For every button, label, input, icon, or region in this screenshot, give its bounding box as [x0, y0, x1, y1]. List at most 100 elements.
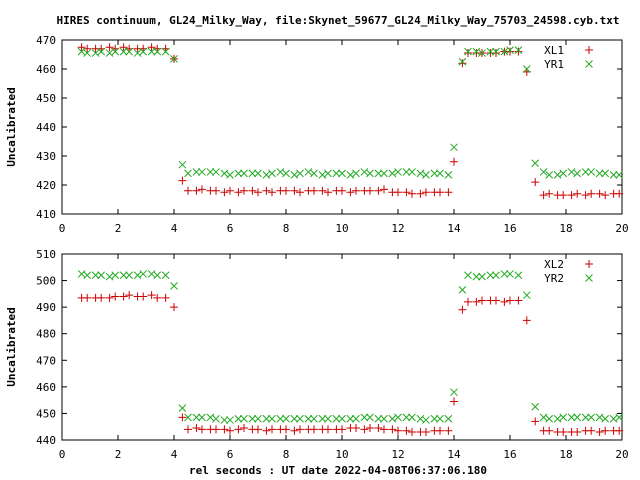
data-point — [573, 189, 582, 198]
data-point — [492, 47, 500, 56]
data-point — [83, 271, 92, 280]
data-point — [430, 414, 439, 423]
data-point — [450, 157, 458, 166]
x-tick-label: 16 — [503, 222, 516, 235]
chart-title: HIRES continuum, GL24_Milky_Way, file:Sk… — [57, 14, 620, 27]
data-point — [338, 425, 346, 434]
data-point — [226, 416, 234, 424]
data-point — [161, 293, 170, 302]
data-point — [147, 43, 156, 52]
x-tick-label: 0 — [59, 222, 66, 235]
y-tick-label: 440 — [36, 434, 56, 447]
data-point — [522, 291, 531, 300]
data-point — [97, 47, 106, 56]
data-point — [111, 271, 120, 280]
data-point — [545, 426, 554, 435]
y-tick-label: 440 — [36, 121, 56, 134]
data-point — [290, 426, 299, 435]
legend-label: YR1 — [544, 58, 564, 71]
data-point — [262, 426, 271, 435]
series-XL2 — [77, 291, 624, 437]
data-point — [615, 170, 624, 179]
data-point — [380, 425, 388, 434]
data-point — [97, 271, 106, 280]
x-tick-label: 14 — [447, 448, 461, 461]
data-point — [374, 186, 383, 195]
data-point — [268, 425, 276, 434]
x-tick-label: 8 — [283, 448, 290, 461]
data-point — [198, 168, 206, 176]
data-point — [380, 414, 388, 423]
x-tick-label: 0 — [59, 448, 66, 461]
data-point — [105, 43, 114, 52]
data-point — [436, 426, 444, 435]
data-point — [595, 169, 604, 178]
data-point — [240, 414, 248, 423]
data-point — [83, 49, 92, 57]
data-point — [119, 271, 128, 280]
data-point — [178, 176, 187, 185]
data-point — [119, 292, 128, 301]
data-point — [416, 169, 425, 178]
x-tick-label: 20 — [615, 222, 628, 235]
data-point — [147, 47, 156, 56]
data-point — [352, 414, 360, 423]
data-point — [184, 413, 192, 422]
data-point — [581, 191, 590, 200]
data-point — [514, 47, 523, 56]
data-point — [192, 424, 201, 433]
x-tick-label: 2 — [115, 222, 122, 235]
data-point — [318, 414, 327, 423]
data-point — [352, 169, 360, 178]
data-point — [458, 286, 467, 294]
data-point — [290, 186, 299, 195]
data-point — [276, 414, 285, 423]
data-point — [458, 57, 467, 66]
data-point — [573, 428, 582, 437]
data-point — [91, 49, 100, 57]
data-point — [601, 169, 610, 178]
data-point — [478, 49, 486, 57]
data-point — [402, 413, 411, 422]
data-point — [545, 189, 554, 198]
y-tick-label: 500 — [36, 275, 56, 288]
data-point — [388, 169, 397, 178]
data-point — [472, 297, 481, 306]
data-point — [486, 271, 495, 280]
data-point — [595, 428, 604, 437]
data-point — [360, 413, 369, 422]
data-point — [402, 188, 411, 197]
data-point — [506, 47, 514, 56]
data-point — [478, 272, 486, 281]
data-point — [220, 188, 229, 197]
data-point — [553, 170, 562, 179]
data-point — [105, 293, 114, 302]
data-point — [581, 168, 590, 176]
data-point — [220, 169, 229, 178]
data-point — [139, 292, 148, 301]
data-point — [436, 188, 444, 197]
data-point — [184, 425, 192, 434]
data-point — [436, 169, 444, 178]
data-point — [184, 186, 192, 195]
x-tick-label: 16 — [503, 448, 516, 461]
data-point — [220, 425, 229, 434]
y-tick-label: 480 — [36, 328, 56, 341]
data-point — [161, 47, 170, 56]
data-point — [380, 185, 388, 194]
y-tick-label: 450 — [36, 407, 56, 420]
data-point — [83, 293, 92, 302]
data-point — [240, 186, 248, 195]
data-point — [178, 160, 187, 169]
y-tick-label: 470 — [36, 354, 56, 367]
data-point — [170, 282, 178, 290]
data-point — [324, 425, 332, 434]
y-tick-label: 460 — [36, 381, 56, 394]
data-point — [402, 426, 411, 435]
data-point — [268, 169, 276, 178]
data-point — [609, 170, 618, 179]
data-point — [545, 170, 554, 179]
data-point — [226, 426, 234, 435]
data-point — [296, 188, 304, 197]
data-point — [394, 188, 402, 197]
